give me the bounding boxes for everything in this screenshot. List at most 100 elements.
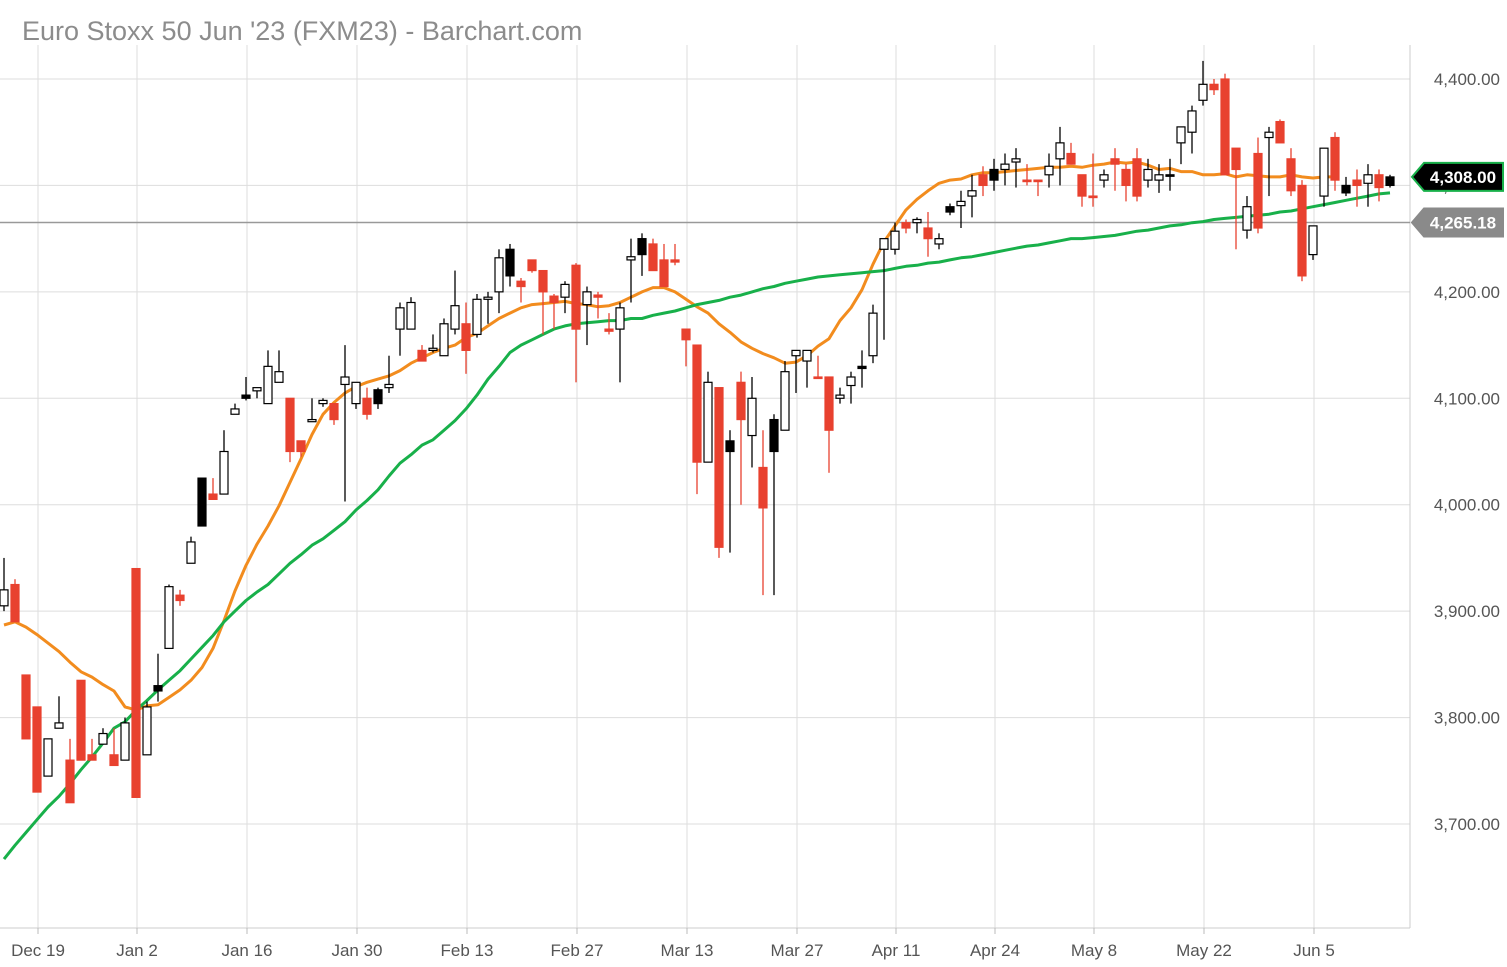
candle[interactable] <box>1099 169 1109 188</box>
candle[interactable] <box>758 430 768 596</box>
candle[interactable] <box>571 263 581 383</box>
candle[interactable] <box>1275 119 1285 144</box>
candle[interactable] <box>637 233 647 276</box>
candle[interactable] <box>1066 142 1076 165</box>
candle[interactable] <box>450 270 460 335</box>
candle[interactable] <box>395 302 405 356</box>
candle[interactable] <box>186 536 196 564</box>
candle[interactable] <box>197 477 207 527</box>
candle[interactable] <box>1022 164 1032 186</box>
candle[interactable] <box>725 430 735 553</box>
candle[interactable] <box>219 430 229 495</box>
candle[interactable] <box>956 190 966 228</box>
candle[interactable] <box>285 397 295 463</box>
candle[interactable] <box>120 717 130 761</box>
candle[interactable] <box>527 259 537 273</box>
candle[interactable] <box>1231 147 1241 250</box>
candle[interactable] <box>1198 60 1208 106</box>
candle[interactable] <box>21 674 31 740</box>
candle[interactable] <box>318 398 328 407</box>
candle[interactable] <box>329 403 339 425</box>
candle[interactable] <box>538 269 548 335</box>
candle[interactable] <box>1165 158 1175 191</box>
candle[interactable] <box>461 302 471 374</box>
candle[interactable] <box>857 350 867 388</box>
candle[interactable] <box>1297 180 1307 282</box>
candle[interactable] <box>681 328 691 367</box>
candle[interactable] <box>967 174 977 218</box>
candle[interactable] <box>241 377 251 401</box>
candle[interactable] <box>32 706 42 793</box>
candle[interactable] <box>934 233 944 250</box>
candle[interactable] <box>1341 176 1351 197</box>
candle[interactable] <box>362 387 372 420</box>
candle[interactable] <box>1308 225 1318 260</box>
candle[interactable] <box>98 728 108 745</box>
candle[interactable] <box>340 345 350 502</box>
candle[interactable] <box>769 414 779 596</box>
candle[interactable] <box>868 304 878 364</box>
candle[interactable] <box>945 203 955 216</box>
candle[interactable] <box>1143 158 1153 188</box>
candle[interactable] <box>1253 137 1263 234</box>
candle[interactable] <box>1088 153 1098 207</box>
candle[interactable] <box>1242 196 1252 239</box>
candle[interactable] <box>1319 147 1329 207</box>
candle[interactable] <box>692 344 702 495</box>
candle[interactable] <box>626 238 636 303</box>
candle[interactable] <box>10 579 20 623</box>
candle[interactable] <box>703 371 713 463</box>
candle[interactable] <box>604 313 614 335</box>
candle[interactable] <box>1176 126 1186 165</box>
candle[interactable] <box>65 738 75 804</box>
candle[interactable] <box>1132 148 1142 202</box>
candle[interactable] <box>549 293 559 330</box>
candle[interactable] <box>43 738 53 777</box>
candle[interactable] <box>505 243 515 287</box>
candle[interactable] <box>879 238 889 340</box>
candle[interactable] <box>109 728 119 767</box>
candle[interactable] <box>714 387 724 558</box>
candle[interactable] <box>516 278 526 303</box>
candle[interactable] <box>824 376 834 473</box>
candle[interactable] <box>439 318 449 357</box>
candle[interactable] <box>923 212 933 257</box>
candle[interactable] <box>978 166 988 197</box>
candle[interactable] <box>835 387 845 404</box>
candle[interactable] <box>912 217 922 234</box>
candle[interactable] <box>670 243 680 266</box>
candle[interactable] <box>901 219 911 234</box>
candle[interactable] <box>560 281 570 314</box>
candle[interactable] <box>747 377 757 468</box>
candle[interactable] <box>615 302 625 383</box>
candle[interactable] <box>1187 105 1197 154</box>
candle[interactable] <box>142 701 152 756</box>
candle[interactable] <box>208 478 218 500</box>
candle[interactable] <box>494 249 504 314</box>
candle[interactable] <box>1363 164 1373 207</box>
candle[interactable] <box>1077 174 1087 207</box>
candle[interactable] <box>780 361 790 431</box>
candle[interactable] <box>659 243 669 288</box>
candle[interactable] <box>1000 153 1010 186</box>
candle[interactable] <box>1330 132 1340 191</box>
candle[interactable] <box>87 738 97 761</box>
candle[interactable] <box>802 349 812 388</box>
candles[interactable] <box>0 60 1395 804</box>
candle[interactable] <box>252 387 262 399</box>
candle[interactable] <box>736 371 746 505</box>
candle[interactable] <box>263 350 273 405</box>
candle[interactable] <box>989 158 999 191</box>
candle[interactable] <box>1121 164 1131 202</box>
candle[interactable] <box>307 398 317 423</box>
candle[interactable] <box>1209 79 1219 95</box>
candle[interactable] <box>54 696 64 729</box>
candle[interactable] <box>1011 148 1021 188</box>
candle[interactable] <box>582 286 592 346</box>
candle[interactable] <box>351 381 361 409</box>
candle[interactable] <box>428 334 438 353</box>
candle[interactable] <box>0 557 9 612</box>
candle[interactable] <box>1286 148 1296 197</box>
candle[interactable] <box>1055 126 1065 186</box>
